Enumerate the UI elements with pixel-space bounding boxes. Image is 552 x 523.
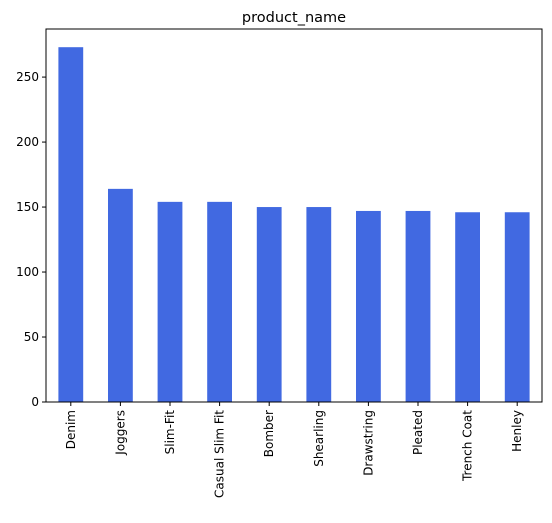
y-tick-label: 250 (16, 70, 39, 84)
y-axis: 0 50 100 150 200 250 (16, 70, 46, 409)
bar-trench-coat (455, 212, 480, 402)
y-tick-label: 150 (16, 200, 39, 214)
chart-title: product_name (242, 10, 346, 26)
x-tick-label: Casual Slim Fit (213, 410, 227, 498)
bars-group (58, 47, 530, 402)
x-tick-label: Bomber (262, 410, 276, 457)
x-tick-label: Trench Coat (461, 410, 475, 482)
x-tick-label: Henley (510, 410, 524, 452)
x-tick-label: Slim-Fit (163, 410, 177, 455)
y-tick-label: 50 (24, 330, 39, 344)
bar-denim (58, 47, 84, 402)
bar-drawstring (356, 210, 381, 402)
x-tick-label: Drawstring (361, 410, 375, 476)
bar-pleated (405, 210, 431, 402)
bar-henley (504, 212, 530, 402)
x-tick-label: Pleated (411, 410, 425, 455)
bar-casual-slim-fit (207, 201, 232, 402)
bar-bomber (256, 207, 282, 402)
y-tick-label: 100 (16, 265, 39, 279)
plot-frame (45, 28, 543, 403)
bar-slim-fit (157, 201, 183, 402)
x-tick-label: Denim (64, 410, 78, 449)
bar-shearling (306, 207, 332, 402)
x-tick-label: Joggers (113, 410, 127, 456)
x-tick-label: Shearling (312, 410, 326, 467)
y-tick-label: 0 (31, 395, 39, 409)
y-tick-label: 200 (16, 135, 39, 149)
x-axis: Denim Joggers Slim-Fit Casual Slim Fit Bombe… (64, 402, 524, 498)
bar-joggers (108, 188, 133, 402)
